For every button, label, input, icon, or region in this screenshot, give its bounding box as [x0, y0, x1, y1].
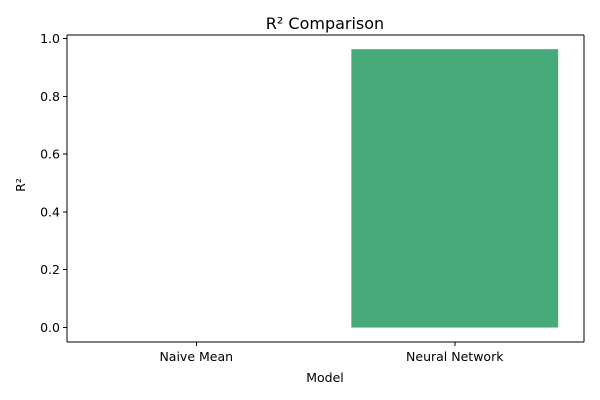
bar-neural-network	[351, 49, 559, 328]
y-tick-label: 0.6	[40, 147, 60, 162]
x-axis-label: Model	[306, 370, 344, 385]
bars-group	[351, 49, 559, 328]
y-tick-label: 0.0	[40, 320, 60, 335]
chart-title: R² Comparison	[266, 14, 384, 33]
x-tick-label: Naive Mean	[159, 349, 233, 364]
y-tick-label: 0.8	[40, 89, 60, 104]
axes-group: 0.0 0.2 0.4 0.6 0.8 1.0 Naive Mean Neural Netwo…	[40, 31, 585, 364]
x-tick-label: Neural Network	[406, 349, 504, 364]
y-tick-label: 0.4	[40, 204, 60, 219]
y-tick-label: 1.0	[40, 31, 60, 46]
y-tick-label: 0.2	[40, 262, 60, 277]
y-axis-label: R²	[13, 178, 28, 192]
